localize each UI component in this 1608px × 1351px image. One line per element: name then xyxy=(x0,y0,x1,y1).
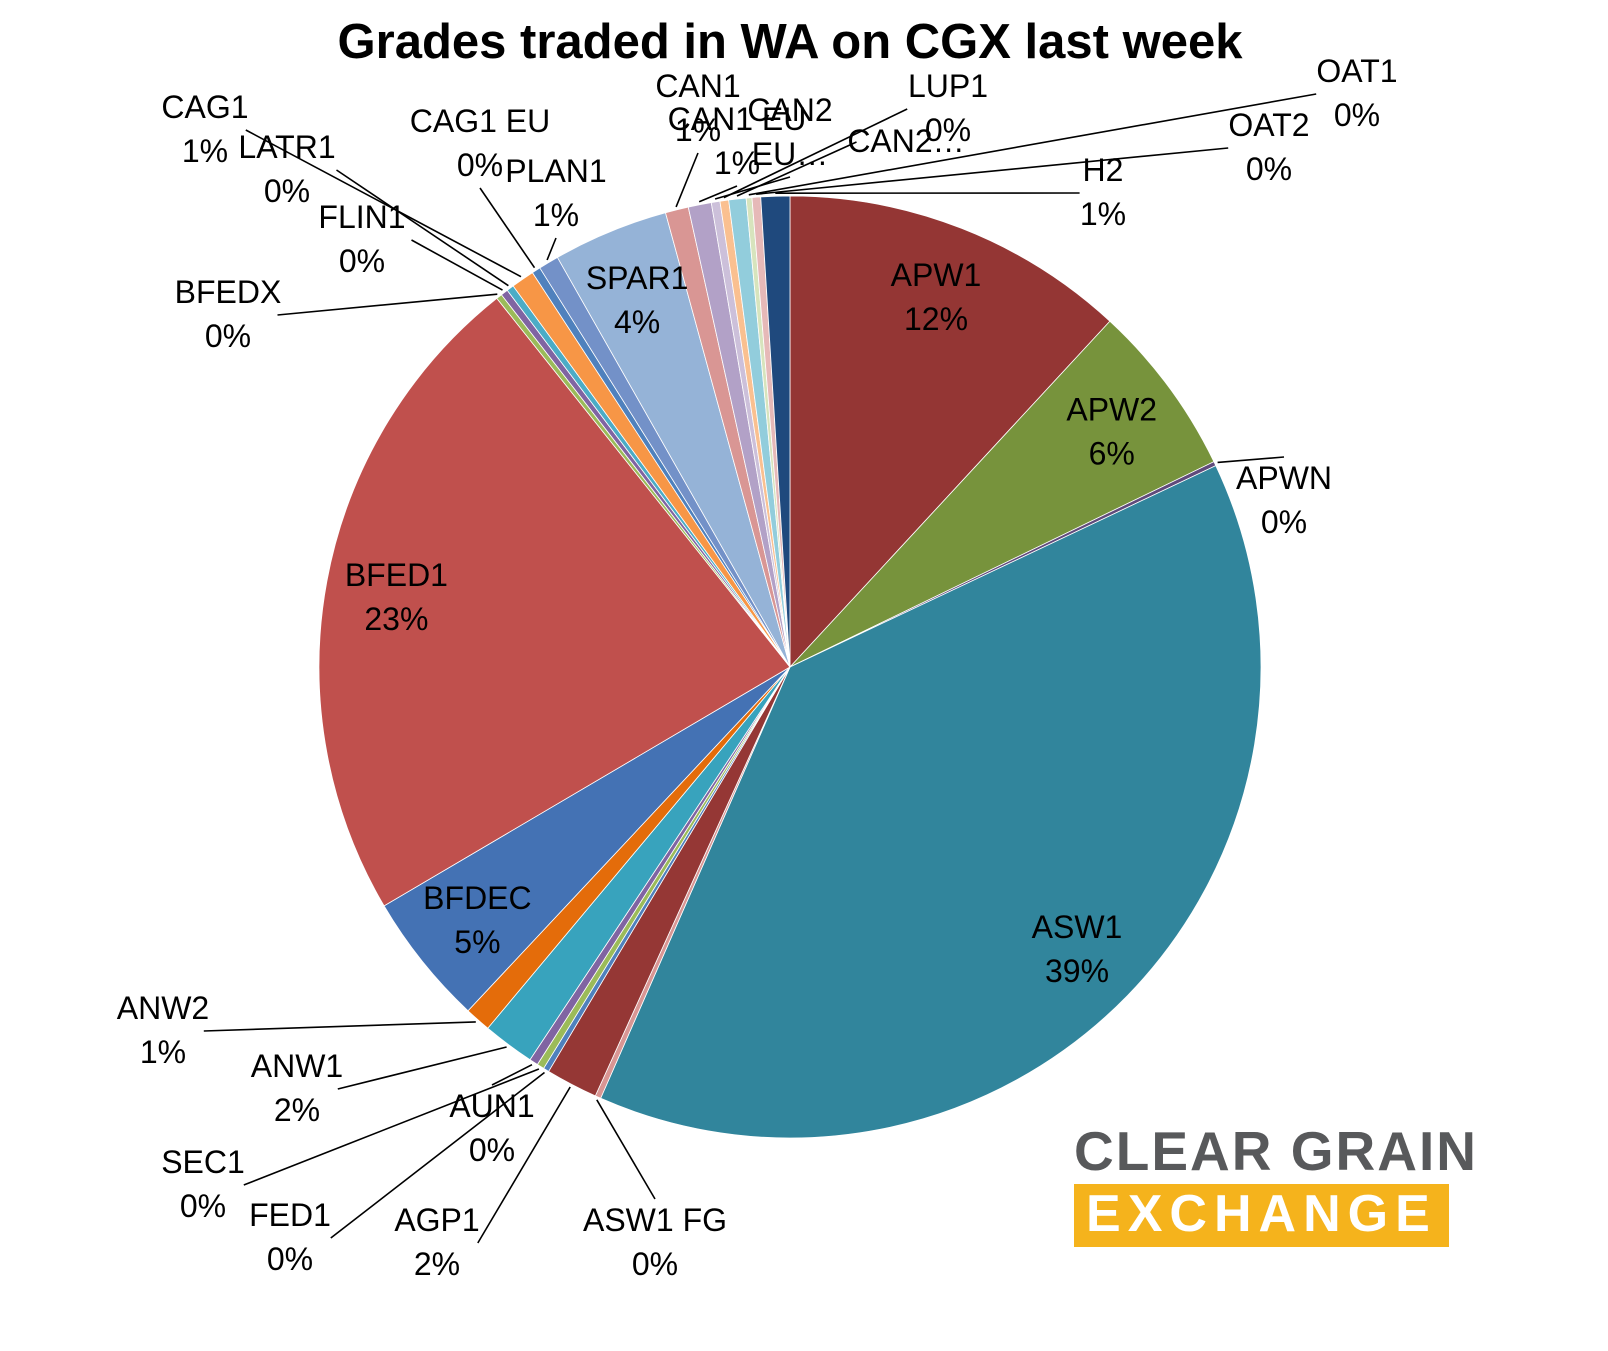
leader-line-ANW2 xyxy=(203,1021,476,1032)
slice-label-CAN1-EU: CAN1 EU 1% xyxy=(668,101,807,181)
slice-label-ASW1: ASW1 39% xyxy=(1032,909,1123,989)
leader-line-FED1 xyxy=(330,1071,545,1239)
leader-line-OAT2 xyxy=(756,147,1229,195)
slice-label-CAN2: CAN2… xyxy=(847,123,964,159)
leader-line-CAN1-EU xyxy=(698,185,738,203)
pie-slice-APW2 xyxy=(789,320,1215,668)
leader-line-CAN1 xyxy=(675,152,699,208)
pie-slice-ASW1 xyxy=(600,465,1262,1139)
leader-line-FLIN1 xyxy=(411,239,503,291)
slice-label-BFDEC: BFDEC 5% xyxy=(423,880,531,960)
logo-clear-grain-text: CLEAR GRAIN xyxy=(1074,1119,1478,1182)
leader-line-SEC1 xyxy=(243,1068,540,1186)
slice-label-APW2: APW2 6% xyxy=(1066,392,1157,472)
leader-line-ANW1 xyxy=(337,1046,507,1090)
leader-line-AUN1 xyxy=(491,1063,533,1086)
slice-label-FED1: FED1 0% xyxy=(249,1197,331,1277)
leader-line-CAG1 xyxy=(245,129,522,278)
slice-label-ANW2: ANW2 1% xyxy=(117,990,209,1070)
pie-slice-APW1 xyxy=(789,195,1111,669)
slice-label-AUN1: AUN1 0% xyxy=(449,1088,534,1168)
slice-label-ASW1-FG: ASW1 FG 0% xyxy=(583,1202,727,1282)
leader-line-PLAN1 xyxy=(546,237,557,261)
slice-label-ANW1: ANW1 2% xyxy=(251,1048,343,1128)
leader-line-AGP1 xyxy=(477,1086,571,1244)
slice-label-SPAR1: SPAR1 4% xyxy=(586,260,689,340)
slice-label-OAT1: OAT1 0% xyxy=(1316,53,1397,133)
slice-label-LUP1: LUP1 0% xyxy=(908,68,988,148)
slice-label-OAT2: OAT2 0% xyxy=(1228,107,1309,187)
leader-line-OAT1 xyxy=(748,93,1317,196)
slice-label-PLAN1: PLAN1 1% xyxy=(505,153,606,233)
slice-label-SEC1: SEC1 0% xyxy=(161,1144,245,1224)
pie-slice-H2 xyxy=(760,195,791,668)
pie-slice-BFED1 xyxy=(318,297,791,907)
slice-label-H2: H2 1% xyxy=(1080,152,1126,232)
slice-label-LATR1: LATR1 0% xyxy=(238,129,335,209)
slice-label-AGP1: AGP1 2% xyxy=(394,1202,479,1282)
slice-label-CAG1: CAG1 1% xyxy=(161,89,248,169)
slice-label-APW1: APW1 12% xyxy=(891,257,982,337)
leader-line-BFEDX xyxy=(277,293,498,316)
slice-label-BFED1: BFED1 23% xyxy=(345,557,448,637)
leader-line-LATR1 xyxy=(336,169,509,287)
slice-label-CAN1: CAN1 1% xyxy=(655,68,740,148)
slice-label-BFEDX: BFEDX 0% xyxy=(175,274,282,354)
leader-line-LUP1 xyxy=(723,108,908,199)
leader-line-APWN xyxy=(1217,456,1285,464)
leader-line-ASW1-FG xyxy=(596,1099,656,1200)
chart-title: Grades traded in WA on CGX last week xyxy=(337,15,1243,69)
leader-line-CAG1-EU xyxy=(479,187,536,269)
slice-label-APWN: APWN 0% xyxy=(1236,460,1332,540)
slice-label-CAG1-EU: CAG1 EU 0% xyxy=(410,103,550,183)
cgx-logo: CLEAR GRAIN EXCHANGE xyxy=(1074,1119,1478,1247)
leader-line-CAN2 xyxy=(736,141,857,197)
slice-label-FLIN1: FLIN1 0% xyxy=(318,199,405,279)
logo-exchange-badge: EXCHANGE xyxy=(1074,1184,1449,1247)
